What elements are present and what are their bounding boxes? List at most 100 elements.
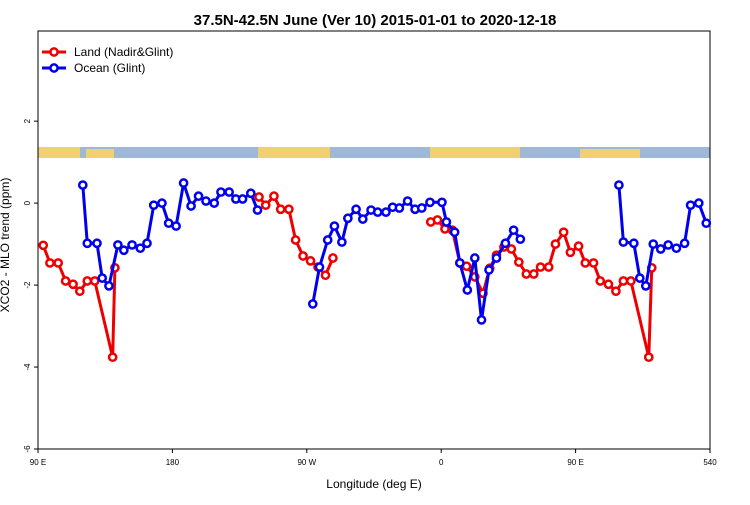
data-point: [351, 204, 361, 215]
data-point: [679, 238, 690, 249]
y-tick-label: -6: [23, 445, 32, 453]
data-point: [634, 273, 645, 283]
data-point: [508, 225, 519, 236]
y-tick-label: -4: [23, 363, 32, 371]
data-point: [269, 191, 279, 202]
data-point: [68, 279, 78, 290]
data-point: [305, 256, 316, 266]
data-point: [135, 243, 146, 254]
data-point: [663, 240, 674, 250]
x-axis-label: Longitude (deg E): [326, 477, 421, 491]
data-point: [216, 187, 226, 197]
data-point: [432, 215, 443, 225]
data-point: [107, 352, 118, 363]
data-point: [329, 221, 340, 231]
data-point: [535, 262, 546, 272]
data-point: [425, 197, 435, 208]
data-point: [328, 253, 338, 263]
data-point: [82, 276, 93, 286]
data-point: [455, 258, 465, 268]
data-point: [252, 205, 263, 215]
data-point: [550, 239, 561, 249]
data-point: [671, 243, 682, 254]
data-point: [53, 258, 64, 268]
y-tick-label: 0: [23, 200, 32, 205]
data-point: [163, 218, 174, 229]
data-point: [127, 240, 137, 250]
data-point: [113, 240, 123, 250]
data-point: [484, 265, 494, 275]
data-point: [640, 281, 651, 291]
x-tick-label: 540: [703, 458, 717, 467]
y-axis-label: XCO2 - MLO trend (ppm): [0, 178, 12, 313]
data-point: [254, 192, 264, 202]
data-point: [394, 203, 405, 213]
data-point: [476, 315, 487, 325]
data-point: [611, 286, 621, 297]
data-point: [60, 276, 71, 286]
data-point: [573, 241, 584, 251]
data-point: [500, 238, 511, 249]
x-tick-label: 90 E: [30, 458, 46, 467]
data-point: [701, 218, 712, 229]
data-point: [618, 237, 629, 247]
data-point: [92, 238, 102, 249]
data-point: [104, 281, 114, 291]
data-point: [89, 276, 100, 286]
data-point: [441, 217, 452, 227]
y-tick-label: 2: [23, 118, 32, 123]
map-strip: [38, 147, 710, 158]
data-point: [275, 204, 286, 215]
data-point: [693, 198, 704, 208]
data-point: [298, 251, 308, 261]
plot-frame: [37, 30, 711, 450]
x-tick-label: 0: [439, 458, 444, 467]
data-point: [469, 253, 480, 263]
x-tick-label: 90 W: [297, 458, 316, 467]
chart-title: 37.5N-42.5N June (Ver 10) 2015-01-01 to …: [194, 12, 557, 29]
data-point: [142, 238, 152, 249]
data-point: [618, 276, 629, 286]
data-point: [580, 258, 591, 268]
data-point: [77, 180, 88, 190]
x-tick-label: 180: [166, 458, 180, 467]
data-point: [97, 273, 108, 283]
data-point: [558, 227, 569, 238]
data-point: [260, 200, 271, 211]
legend-label: Land (Nadir&Glint): [74, 45, 173, 59]
data-point: [381, 207, 391, 217]
data-point: [588, 258, 599, 268]
data-point: [314, 262, 325, 272]
series-line: [617, 184, 708, 290]
data-point: [603, 279, 614, 290]
data-point: [320, 270, 331, 281]
data-point: [74, 286, 85, 297]
data-point: [595, 276, 606, 286]
data-point: [416, 203, 427, 213]
data-point: [685, 200, 696, 211]
data-point: [224, 187, 234, 197]
data-point: [437, 197, 447, 208]
data-point: [45, 258, 55, 268]
data-point: [643, 352, 654, 363]
data-point: [337, 237, 347, 247]
x-tick-label: 90 E: [567, 458, 583, 467]
data-point: [245, 188, 256, 199]
data-point: [402, 196, 413, 206]
data-point: [171, 221, 181, 231]
data-point: [462, 285, 473, 295]
data-point: [119, 245, 129, 256]
data-point: [157, 198, 167, 208]
legend-marker: [49, 47, 59, 57]
data-point: [284, 204, 294, 215]
data-point: [237, 194, 248, 204]
data-point: [506, 244, 517, 254]
data-point: [201, 196, 211, 206]
data-point: [38, 240, 49, 251]
data-point: [82, 238, 93, 249]
data-point: [307, 299, 318, 309]
data-point: [655, 244, 666, 254]
data-point: [449, 227, 460, 238]
data-point: [343, 213, 353, 224]
